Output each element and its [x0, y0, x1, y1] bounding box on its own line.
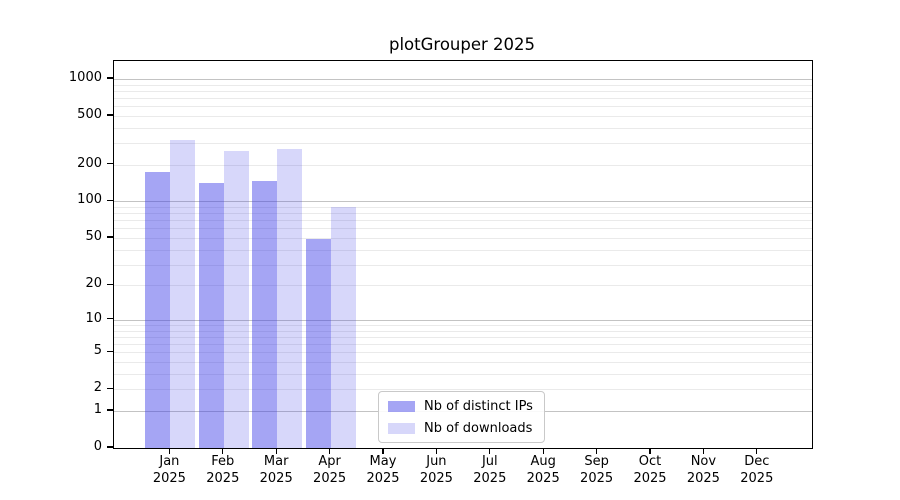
- minor-gridline: [114, 330, 812, 332]
- minor-gridline: [114, 207, 812, 209]
- legend-row: Nb of distinct IPs: [379, 396, 544, 416]
- y-tick-label: 50: [85, 228, 102, 244]
- minor-gridline: [114, 352, 812, 354]
- x-tick-mark: [649, 448, 651, 454]
- y-tick-label: 500: [77, 106, 102, 122]
- y-tick-label: 2: [93, 380, 102, 396]
- x-tick-label: Jul 2025: [473, 454, 507, 486]
- minor-gridline: [114, 344, 812, 346]
- y-tick-mark: [107, 77, 113, 79]
- minor-gridline: [114, 97, 812, 99]
- minor-gridline: [114, 336, 812, 338]
- minor-gridline: [114, 237, 812, 239]
- minor-gridline: [114, 143, 812, 145]
- x-tick-mark: [168, 448, 170, 454]
- x-tick-label: Aug 2025: [526, 454, 560, 486]
- x-tick-label: Dec 2025: [740, 454, 774, 486]
- minor-gridline: [114, 115, 812, 117]
- major-gridline: [114, 319, 812, 321]
- x-tick-label: Feb 2025: [206, 454, 240, 486]
- y-tick-mark: [107, 446, 113, 448]
- y-tick-label: 0: [93, 439, 102, 454]
- x-tick-label: Mar 2025: [259, 454, 293, 486]
- legend-label: Nb of distinct IPs: [424, 398, 533, 414]
- x-tick-mark: [435, 448, 437, 454]
- y-tick-mark: [107, 163, 113, 165]
- y-tick-mark: [107, 409, 113, 411]
- major-gridline: [114, 78, 812, 80]
- minor-gridline: [114, 389, 812, 391]
- bar-downloads: [330, 207, 356, 448]
- bar-distinct-ips: [198, 182, 224, 448]
- minor-gridline: [114, 220, 812, 222]
- x-tick-label: Jan 2025: [152, 454, 186, 486]
- minor-gridline: [114, 249, 812, 251]
- bar-downloads: [170, 139, 196, 448]
- bar-distinct-ips: [305, 239, 331, 448]
- minor-gridline: [114, 127, 812, 129]
- x-tick-label: May 2025: [366, 454, 400, 486]
- y-tick-mark: [107, 387, 113, 389]
- y-tick-label: 100: [77, 192, 102, 208]
- bar-downloads: [223, 150, 249, 448]
- y-tick-mark: [107, 350, 113, 352]
- x-tick-mark: [702, 448, 704, 454]
- x-tick-mark: [596, 448, 598, 454]
- x-tick-label: Apr 2025: [313, 454, 347, 486]
- chart-title: plotGrouper 2025: [388, 35, 536, 54]
- x-tick-label: Nov 2025: [686, 454, 720, 486]
- bar-distinct-ips: [145, 171, 171, 448]
- y-tick-label: 200: [77, 155, 102, 171]
- minor-gridline: [114, 264, 812, 266]
- x-tick-mark: [756, 448, 758, 454]
- major-gridline: [114, 201, 812, 203]
- minor-gridline: [114, 90, 812, 92]
- legend-swatch: [388, 400, 415, 412]
- x-tick-label: Sep 2025: [580, 454, 614, 486]
- y-tick-label: 10: [85, 310, 102, 326]
- legend-swatch: [388, 422, 415, 434]
- x-tick-mark: [489, 448, 491, 454]
- y-tick-label: 1000: [68, 69, 102, 85]
- y-tick-mark: [107, 236, 113, 238]
- minor-gridline: [114, 362, 812, 364]
- minor-gridline: [114, 106, 812, 108]
- x-tick-label: Jun 2025: [419, 454, 453, 486]
- minor-gridline: [114, 373, 812, 375]
- x-tick-mark: [382, 448, 384, 454]
- y-tick-label: 20: [85, 276, 102, 292]
- y-tick-label: 5: [93, 343, 102, 359]
- y-tick-label: 1: [93, 401, 102, 417]
- minor-gridline: [114, 325, 812, 326]
- y-tick-mark: [107, 318, 113, 320]
- bar-downloads: [277, 148, 303, 448]
- y-tick-mark: [107, 199, 113, 202]
- y-tick-mark: [107, 114, 113, 116]
- x-tick-mark: [542, 448, 544, 454]
- x-tick-mark: [222, 448, 224, 454]
- legend-row: Nb of downloads: [379, 418, 544, 438]
- bar-distinct-ips: [252, 181, 278, 448]
- minor-gridline: [114, 213, 812, 215]
- legend: Nb of distinct IPs Nb of downloads: [378, 391, 545, 443]
- minor-gridline: [114, 228, 812, 230]
- minor-gridline: [114, 84, 812, 86]
- x-tick-mark: [329, 448, 331, 454]
- x-tick-label: Oct 2025: [633, 454, 667, 486]
- minor-gridline: [114, 164, 812, 166]
- y-tick-mark: [107, 283, 113, 285]
- x-tick-mark: [275, 448, 277, 454]
- minor-gridline: [114, 285, 812, 287]
- legend-label: Nb of downloads: [424, 420, 533, 436]
